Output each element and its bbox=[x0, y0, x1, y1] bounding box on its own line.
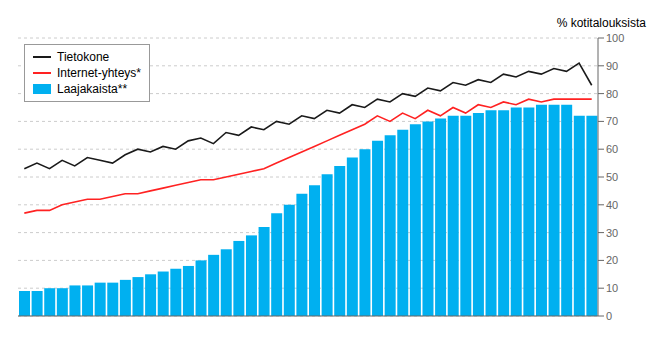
svg-text:80: 80 bbox=[606, 88, 618, 100]
svg-text:40: 40 bbox=[606, 199, 618, 211]
svg-text:0: 0 bbox=[606, 310, 612, 322]
svg-text:100: 100 bbox=[606, 32, 624, 44]
html-text:Tietokone: Tietokone bbox=[57, 50, 110, 64]
html-text:Laajakaista**: Laajakaista** bbox=[57, 82, 128, 96]
svg-text:90: 90 bbox=[606, 60, 618, 72]
svg-text:50: 50 bbox=[606, 171, 618, 183]
html-text:% kotitalouksista: % kotitalouksista bbox=[556, 16, 646, 30]
html-text:Internet-yhteys*: Internet-yhteys* bbox=[57, 66, 141, 80]
svg-text:10: 10 bbox=[606, 282, 618, 294]
svg-text:30: 30 bbox=[606, 227, 618, 239]
svg-text:60: 60 bbox=[606, 143, 618, 155]
svg-text:70: 70 bbox=[606, 115, 618, 127]
svg-text:20: 20 bbox=[606, 254, 618, 266]
